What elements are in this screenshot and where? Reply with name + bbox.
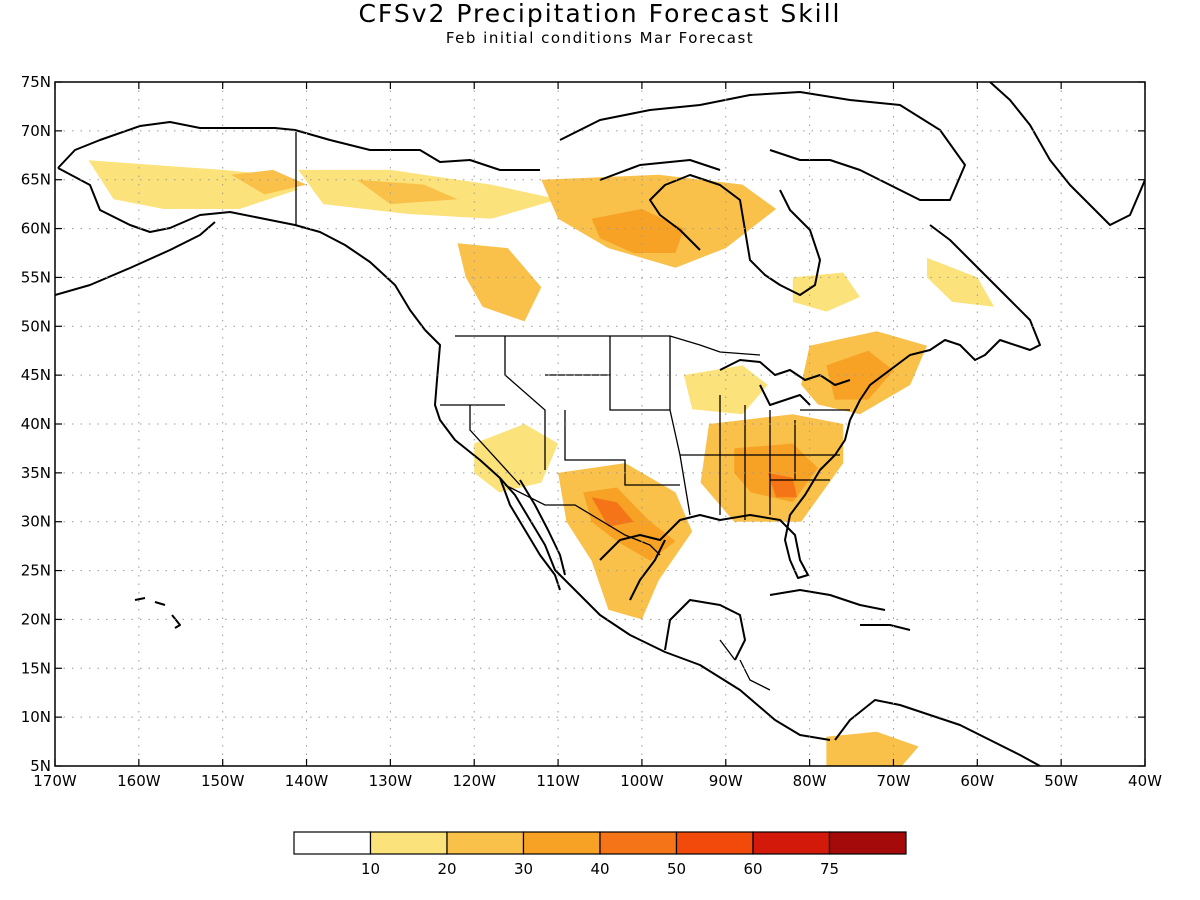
skill-region-alaska-west xyxy=(88,160,299,209)
graticule xyxy=(55,82,1145,766)
legend-label: 20 xyxy=(437,860,456,878)
skill-region-south-america xyxy=(826,731,919,766)
lat-label: 25N xyxy=(21,562,51,580)
coastlines xyxy=(55,82,1145,766)
legend-swatch xyxy=(369,831,448,855)
lon-label: 150W xyxy=(201,772,245,790)
legend-label: 40 xyxy=(590,860,609,878)
lat-label: 55N xyxy=(21,268,51,286)
lat-label: 20N xyxy=(21,610,51,628)
axis-ticks xyxy=(54,81,1146,767)
legend-label: 50 xyxy=(667,860,686,878)
lon-label: 90W xyxy=(709,772,743,790)
skill-region-yukon-core xyxy=(356,179,458,205)
lat-label: 5N xyxy=(30,757,51,775)
longitude-labels: 170W 160W 150W 140W 130W 120W 110W 100W 90W 80W 70… xyxy=(33,772,1162,790)
lat-label: 65N xyxy=(21,171,51,189)
legend-swatch xyxy=(446,831,525,855)
skill-region-midwest-lake xyxy=(683,365,768,415)
lat-label: 10N xyxy=(21,708,51,726)
lon-label: 170W xyxy=(33,772,77,790)
lat-label: 40N xyxy=(21,415,51,433)
skill-region-southeast-peak xyxy=(767,472,797,498)
legend-swatch xyxy=(522,831,601,855)
skill-shading xyxy=(88,160,995,766)
lon-label: 80W xyxy=(793,772,827,790)
skill-region-texas-peak xyxy=(591,497,634,527)
legend-swatch xyxy=(675,831,754,855)
lon-label: 60W xyxy=(960,772,994,790)
skill-region-canada-central-core xyxy=(591,209,684,253)
lon-label: 160W xyxy=(117,772,161,790)
color-legend: 10 20 30 40 50 60 75 xyxy=(293,831,907,878)
legend-label: 30 xyxy=(514,860,533,878)
lat-label: 35N xyxy=(21,464,51,482)
lon-label: 140W xyxy=(285,772,329,790)
legend-swatch xyxy=(752,831,831,855)
skill-region-quebec xyxy=(792,272,860,312)
lat-label: 30N xyxy=(21,513,51,531)
legend-swatch xyxy=(293,831,372,855)
skill-region-alberta xyxy=(457,243,542,322)
map-title: CFSv2 Precipitation Forecast Skill xyxy=(358,0,842,28)
lon-label: 40W xyxy=(1128,772,1162,790)
lat-label: 50N xyxy=(21,317,51,335)
legend-label: 75 xyxy=(820,860,839,878)
lat-label: 60N xyxy=(21,220,51,238)
legend-label: 10 xyxy=(361,860,380,878)
lat-label: 15N xyxy=(21,659,51,677)
lon-label: 100W xyxy=(620,772,664,790)
skill-region-southwest xyxy=(474,424,559,493)
skill-region-southeast-core xyxy=(734,443,818,503)
lat-label: 45N xyxy=(21,366,51,384)
skill-region-alaska-interior xyxy=(231,169,307,195)
legend-label: 60 xyxy=(743,860,762,878)
skill-region-northeast-core xyxy=(826,350,894,400)
map-subtitle: Feb initial conditions Mar Forecast xyxy=(445,29,755,47)
latitude-labels: 75N 70N 65N 60N 55N 50N 45N 40N 35N 30N 25N 20N 15N 1… xyxy=(21,73,51,775)
lon-label: 50W xyxy=(1044,772,1078,790)
legend-swatch xyxy=(828,831,907,855)
lat-label: 75N xyxy=(21,73,51,91)
lat-label: 70N xyxy=(21,122,51,140)
lon-label: 110W xyxy=(536,772,580,790)
lon-label: 70W xyxy=(877,772,911,790)
legend-swatch xyxy=(599,831,678,855)
lon-label: 130W xyxy=(369,772,413,790)
lon-label: 120W xyxy=(452,772,496,790)
